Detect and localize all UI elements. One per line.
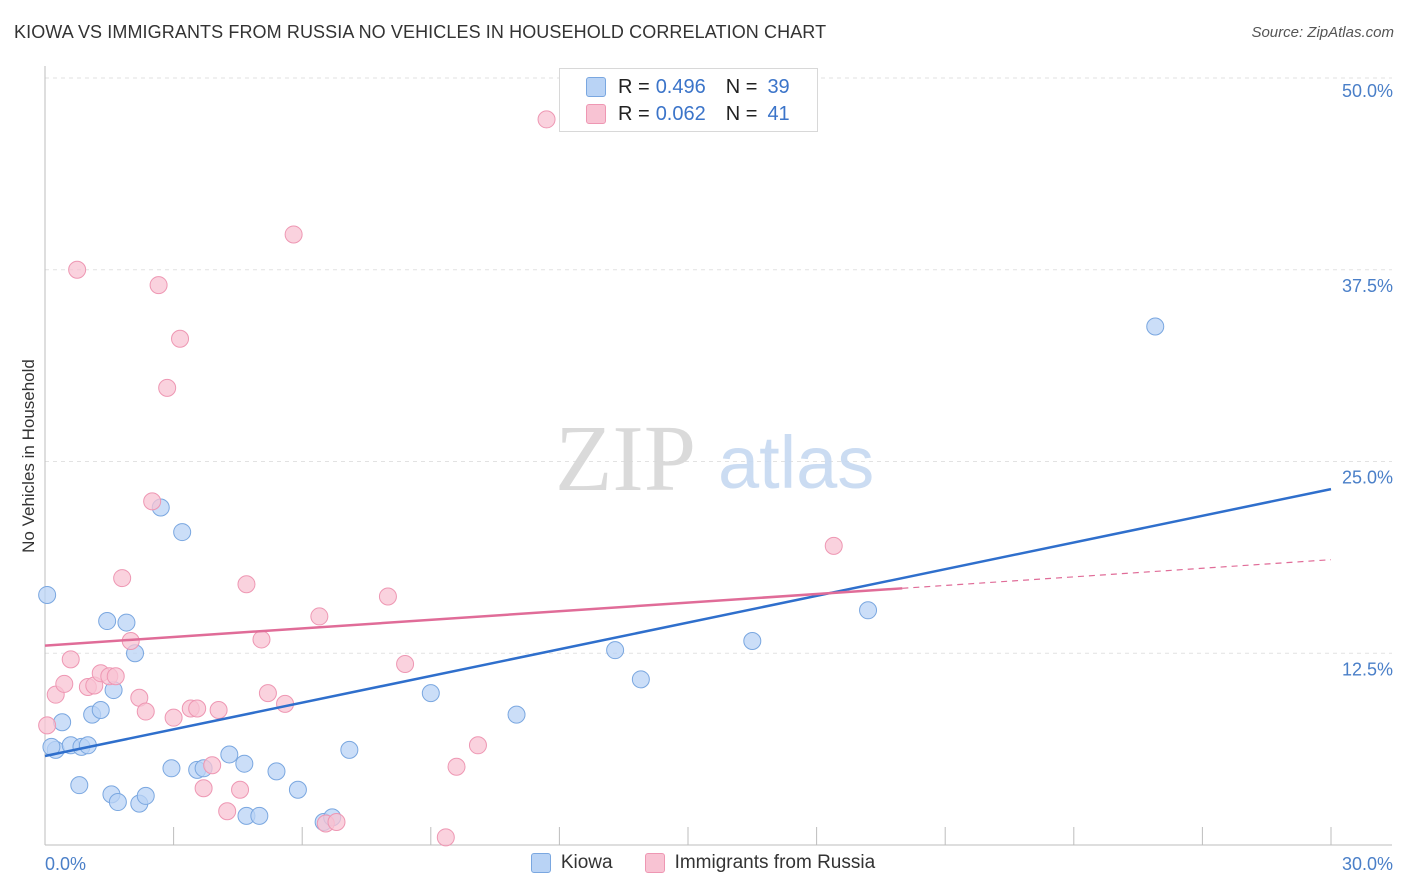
russia-point	[237, 575, 256, 594]
stats-legend-row-russia: R = 0.062 N = 41	[586, 102, 790, 126]
stats-legend: R = 0.496 N = 39 R = 0.062 N = 41	[559, 68, 818, 132]
r-label: R =	[618, 102, 650, 125]
watermark-zip: ZIP	[555, 407, 696, 511]
kiowa-point	[117, 613, 136, 632]
russia-point	[55, 674, 74, 693]
r-value: 0.062	[655, 102, 706, 125]
series-legend: Kiowa Immigrants from Russia	[0, 852, 1406, 874]
russia-point	[113, 569, 132, 588]
kiowa-point	[1146, 317, 1165, 336]
russia-point	[327, 812, 346, 831]
kiowa-point	[235, 754, 254, 773]
russia-trend-line-extrapolated	[902, 559, 1332, 589]
kiowa-point	[421, 684, 440, 703]
russia-point	[468, 736, 487, 755]
watermark: ZIP atlas	[555, 407, 874, 511]
russia-point	[188, 699, 207, 718]
russia-point	[38, 716, 57, 735]
russia-point	[218, 802, 237, 821]
russia-point	[310, 607, 329, 626]
russia-point	[68, 260, 87, 279]
kiowa-point	[70, 776, 89, 795]
kiowa-point	[288, 780, 307, 799]
russia-point	[447, 757, 466, 776]
n-value: 41	[767, 102, 790, 125]
russia-points	[38, 110, 843, 847]
russia-point	[158, 378, 177, 397]
axes-layer	[44, 66, 1392, 846]
kiowa-point	[162, 759, 181, 778]
x-tick-label-start: 0.0%	[45, 854, 86, 874]
russia-point	[61, 650, 80, 669]
russia-point	[149, 276, 168, 295]
kiowa-point	[340, 740, 359, 759]
r-value: 0.496	[655, 75, 706, 98]
russia-point	[164, 708, 183, 727]
kiowa-swatch	[586, 77, 606, 97]
kiowa-trend-line	[44, 487, 1332, 758]
kiowa-point	[267, 762, 286, 781]
russia-point	[143, 492, 162, 511]
russia-point	[378, 587, 397, 606]
chart-title: KIOWA VS IMMIGRANTS FROM RUSSIA NO VEHIC…	[14, 22, 827, 42]
n-value: 39	[767, 75, 790, 98]
kiowa-point	[507, 705, 526, 724]
russia-swatch	[586, 104, 606, 124]
russia-point	[136, 702, 155, 721]
kiowa-point	[91, 701, 110, 720]
russia-point	[106, 667, 125, 686]
legend-label-russia: Immigrants from Russia	[674, 852, 876, 873]
russia-legend-swatch	[644, 853, 665, 873]
legend-item-kiowa[interactable]: Kiowa	[530, 852, 613, 874]
kiowa-point	[38, 585, 57, 604]
kiowa-point	[136, 786, 155, 805]
russia-point	[258, 684, 277, 703]
russia-point	[171, 329, 190, 348]
kiowa-point	[250, 806, 269, 825]
legend-label-kiowa: Kiowa	[560, 852, 613, 873]
stats-legend-row-kiowa: R = 0.496 N = 39	[586, 75, 790, 99]
russia-point	[203, 756, 222, 775]
russia-point	[436, 828, 455, 847]
r-label: R =	[618, 75, 650, 98]
watermark-atlas: atlas	[718, 421, 874, 504]
legend-item-russia[interactable]: Immigrants from Russia	[644, 852, 876, 874]
n-label: N =	[725, 102, 758, 125]
russia-point	[209, 701, 228, 720]
kiowa-point	[108, 793, 127, 812]
russia-point	[284, 225, 303, 244]
y-tick-label: 25.0%	[1342, 468, 1393, 488]
kiowa-point	[606, 641, 625, 660]
y-tick-label: 12.5%	[1342, 659, 1393, 679]
russia-point	[396, 654, 415, 673]
grid-layer	[45, 77, 1392, 654]
y-axis-label: No Vehicles in Household	[19, 359, 38, 553]
kiowa-points	[38, 317, 1165, 831]
y-tick-label: 50.0%	[1342, 81, 1393, 101]
russia-point	[537, 110, 556, 129]
labels-layer: 12.5% 25.0% 37.5% 50.0% 0.0% 30.0%	[45, 81, 1393, 874]
y-tick-label: 37.5%	[1342, 276, 1393, 296]
kiowa-point	[53, 713, 72, 732]
kiowa-point	[859, 601, 878, 620]
russia-point	[231, 780, 250, 799]
kiowa-point	[631, 670, 650, 689]
trend-layer	[44, 487, 1332, 758]
kiowa-point	[220, 745, 239, 764]
russia-point	[194, 779, 213, 798]
n-label: N =	[725, 75, 758, 98]
russia-point	[824, 536, 843, 555]
points-layer	[38, 110, 1165, 847]
russia-trend-line	[44, 587, 903, 647]
kiowa-point	[98, 612, 117, 631]
source-label: Source: ZipAtlas.com	[1251, 24, 1394, 41]
russia-point	[252, 630, 271, 649]
kiowa-point	[743, 631, 762, 650]
x-tick-label-end: 30.0%	[1342, 854, 1393, 874]
kiowa-legend-swatch	[530, 853, 551, 873]
kiowa-point	[173, 523, 192, 542]
